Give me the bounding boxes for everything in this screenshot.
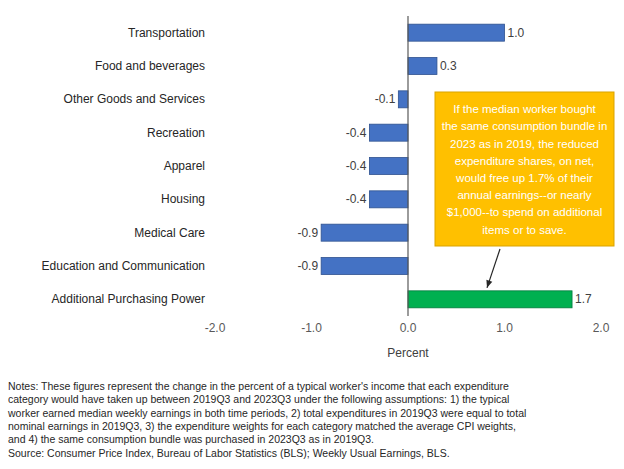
tick-label: 1.0 [496,321,513,335]
data-label: -0.1 [375,92,396,106]
annotation-text: If the median worker bought [453,103,596,115]
annotation-text: would free up 1.7% of their [455,172,593,184]
category-label: Recreation [147,126,205,140]
annotation-text: 2023 as in 2019, the reduced [450,138,599,150]
note: worker earned median weekly earnings in … [7,407,526,419]
axis-line [407,16,408,316]
category-label: Food and beverages [95,59,205,73]
bar [408,58,437,75]
note: category would have taken up between 201… [8,393,509,405]
data-label: -0.4 [346,159,367,173]
annotation-text: annual earnings--or nearly [457,189,591,201]
category-label: Apparel [164,159,205,173]
chart: Transportation Food and beverages Other Go… [0,0,624,469]
category-label: Additional Purchasing Power [52,292,205,306]
data-label: 1.7 [575,292,592,306]
bar [321,224,408,241]
bar [369,191,408,208]
note: nominal earnings in 2019Q3, 3) the expen… [8,420,516,432]
annotation-text: expenditure shares, on net, [455,155,594,167]
annotation-box [435,92,614,246]
data-label: 0.3 [440,59,457,73]
category-label: Medical Care [134,226,205,240]
annotation-text: items or to save. [482,224,566,236]
arrow-head [486,280,492,288]
axis-label: Percent [387,346,429,360]
data-label: -0.4 [346,192,367,206]
tick-label: 2.0 [593,321,610,335]
annotation-text: $1,000--to spend on additional [447,206,602,218]
arrow [487,249,500,288]
tick-label: -1.0 [301,321,322,335]
data-label: 1.0 [508,26,525,40]
note: and 4) the same consumption bundle was p… [8,433,374,445]
bar [408,291,572,308]
bar [369,124,408,141]
category-label: Housing [161,192,205,206]
bar [398,91,408,108]
bar [369,158,408,175]
category-label: Education and Communication [42,259,205,273]
category-label: Transportation [128,26,205,40]
tick-label: -2.0 [205,321,226,335]
note: Notes: These figures represent the chang… [8,380,509,392]
data-label: -0.4 [346,126,367,140]
annotation-text: the same consumption bundle in [442,120,608,132]
tick-label: 0.0 [400,321,417,335]
source: Source: Consumer Price Index, Bureau of … [8,447,450,459]
category-label: Other Goods and Services [64,92,205,106]
data-label: -0.9 [297,226,318,240]
data-label: -0.9 [297,259,318,273]
bar [321,258,408,275]
bar [408,24,505,41]
